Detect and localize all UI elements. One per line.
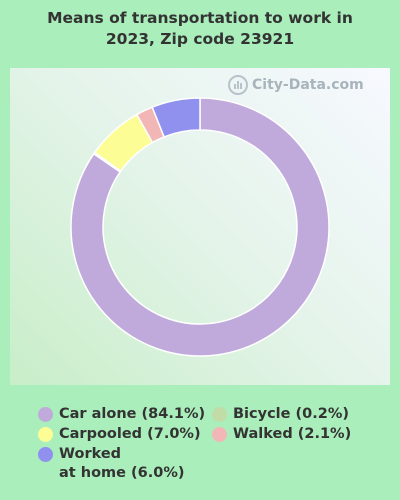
legend-swatch-icon: [212, 427, 227, 442]
legend-item-bicycle: Bicycle (0.2%): [212, 405, 349, 424]
city-data-logo-icon: [228, 75, 248, 95]
legend-label: Car alone (84.1%): [59, 406, 206, 422]
legend-swatch-icon: [38, 407, 53, 422]
legend-label: Walked (2.1%): [233, 426, 352, 442]
legend-label: Bicycle (0.2%): [233, 406, 349, 422]
chart-title-line-1: Means of transportation to work in: [47, 9, 353, 27]
legend-swatch-icon: [38, 447, 53, 462]
legend-label: Worked at home (6.0%): [59, 446, 185, 481]
legend-item-carpooled: Carpooled (7.0%): [38, 425, 201, 444]
legend-label: Carpooled (7.0%): [59, 426, 201, 442]
slice-car-alone: [70, 97, 330, 357]
chart-title: Means of transportation to work in 2023,…: [0, 8, 400, 50]
legend-item-walked: Walked (2.1%): [212, 425, 351, 444]
slice-worked-at-home: [151, 97, 201, 138]
watermark: City-Data.com: [228, 74, 364, 96]
chart-title-line-2: 2023, Zip code 23921: [105, 30, 295, 48]
legend-swatch-icon: [38, 427, 53, 442]
legend-item-worked-at-home: Worked at home (6.0%): [38, 445, 185, 483]
donut-chart: [70, 97, 330, 357]
watermark-text: City-Data.com: [252, 77, 364, 93]
legend-swatch-icon: [212, 407, 227, 422]
legend-item-car-alone: Car alone (84.1%): [38, 405, 205, 424]
